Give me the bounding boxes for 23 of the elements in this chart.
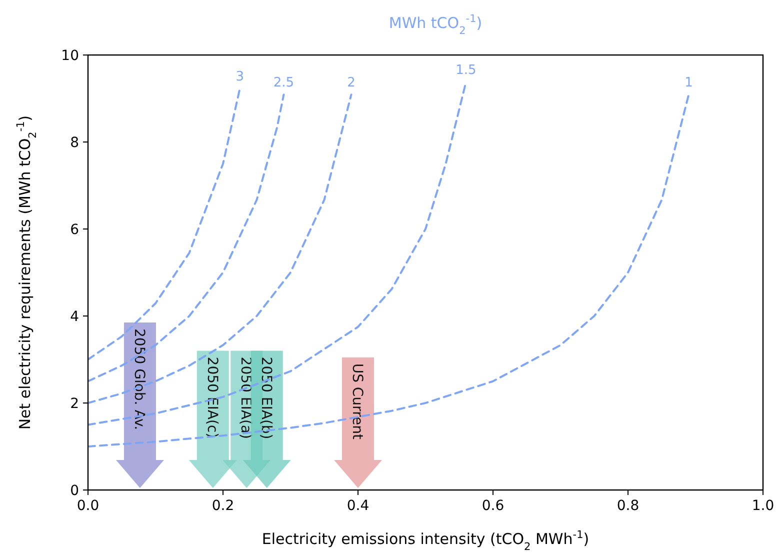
x-tick-label: 0.6	[482, 498, 504, 514]
y-tick-label: 6	[70, 222, 80, 238]
x-axis-title: Electricity emissions intensity (tCO$_{2}$ MWh$^{-1}$)	[262, 529, 590, 553]
y-tick-label: 2	[70, 396, 79, 412]
annotation: 2050 EIA(a)	[238, 356, 254, 439]
y-tick-label: 4	[70, 308, 80, 325]
y-tick-label: 0	[70, 482, 79, 499]
x-tick-label: 0.2	[212, 498, 234, 514]
y-tick-label: 10	[61, 48, 79, 64]
series-label: 1.5	[456, 62, 476, 78]
chart-title: MWh tCO$_{2}$$^{-1}$)	[388, 13, 482, 37]
series-label: 1	[684, 76, 693, 91]
y-tick-label: 8	[70, 134, 79, 151]
x-tick-label: 0.4	[346, 498, 370, 514]
line-series	[88, 94, 690, 448]
series-label: 2	[347, 76, 356, 91]
x-tick-label: 0.0	[76, 498, 100, 514]
series-label: 2.5	[273, 76, 294, 91]
x-tick-label: 1.0	[752, 498, 774, 514]
x-tick-label: 0.8	[616, 498, 640, 514]
annotation: US Current	[349, 363, 366, 440]
series-label: 3	[236, 69, 244, 84]
annotation: 2050 EIA(b)	[258, 356, 274, 440]
